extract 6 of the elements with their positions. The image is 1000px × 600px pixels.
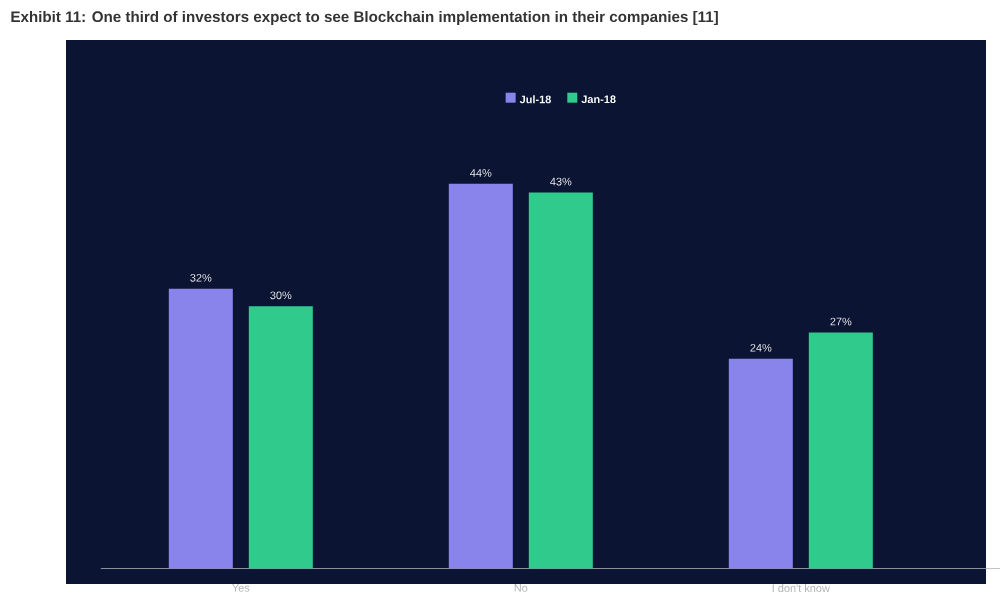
bar	[448, 183, 513, 569]
bar	[808, 332, 873, 569]
bar	[728, 358, 793, 569]
bar	[528, 192, 593, 569]
bar	[168, 288, 233, 569]
bar	[248, 306, 313, 569]
